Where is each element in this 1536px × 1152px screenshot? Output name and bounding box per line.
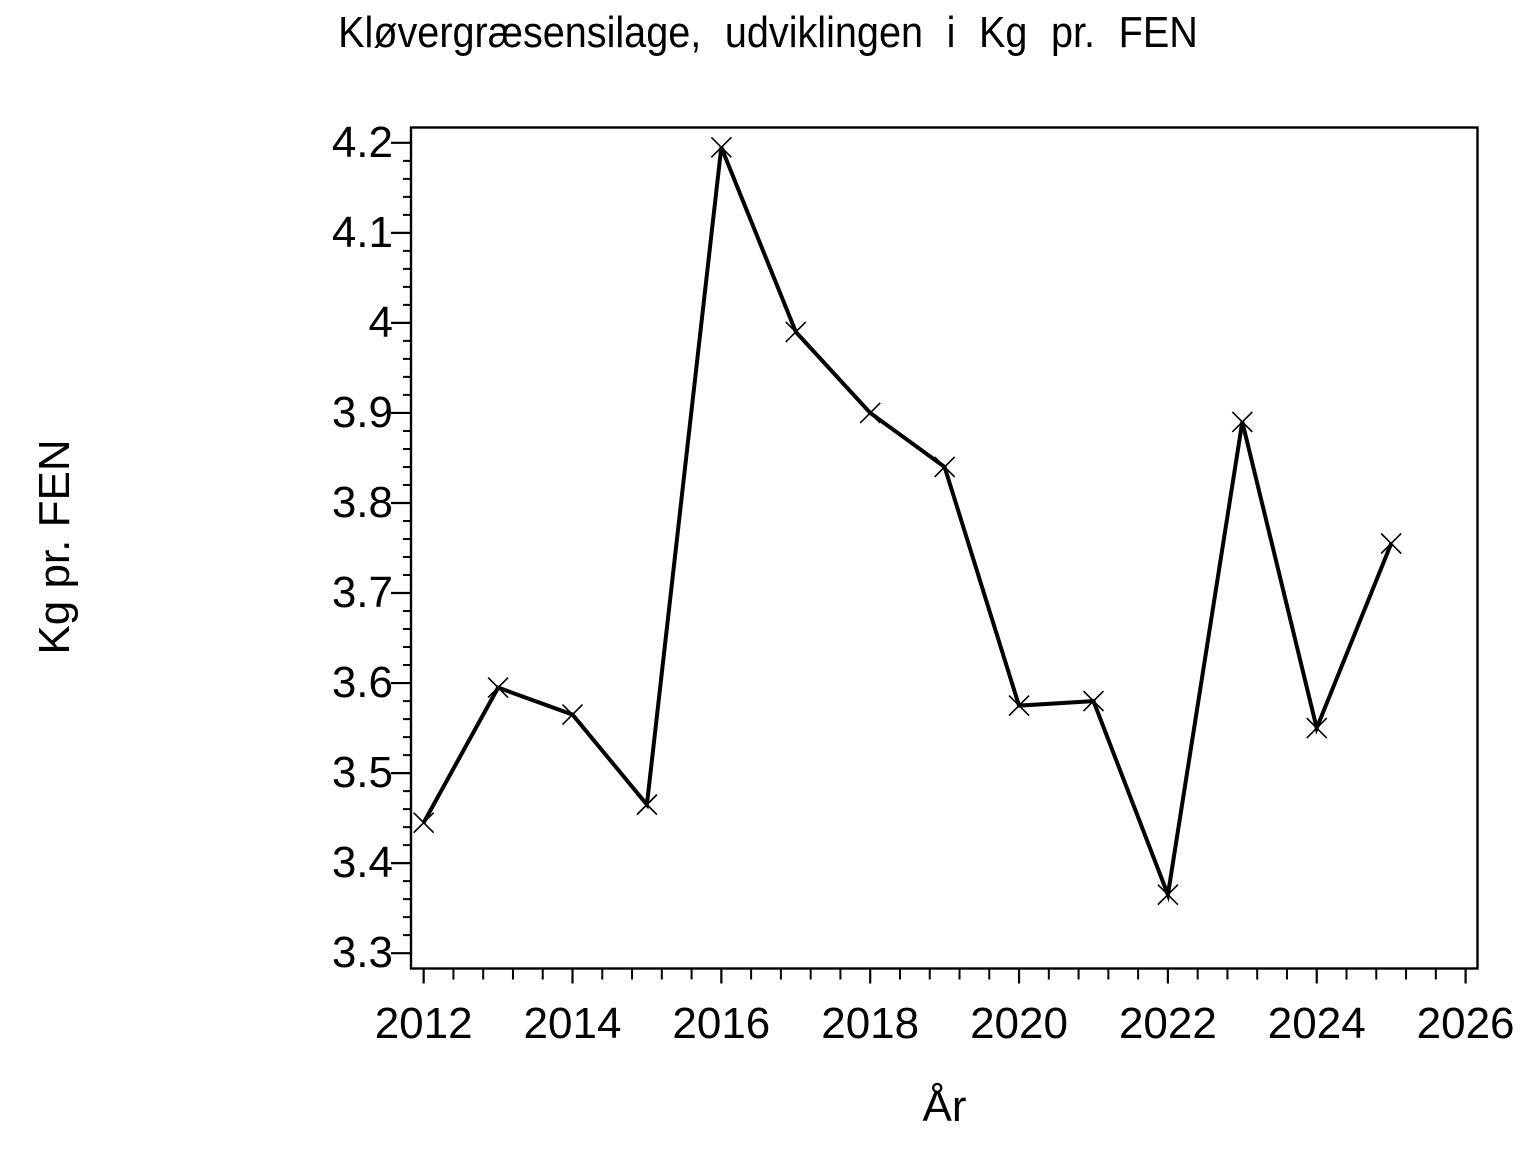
- x-tick-label: 2016: [672, 999, 771, 1048]
- y-tick-label: 4.2: [331, 117, 393, 167]
- y-tick-label: 3.8: [331, 477, 393, 527]
- y-tick-label: 3.7: [331, 568, 393, 618]
- x-tick-label: 2012: [374, 999, 473, 1048]
- y-tick-label: 4.1: [331, 207, 393, 257]
- x-tick-label: 2014: [523, 999, 622, 1048]
- y-axis-ticks: [391, 141, 411, 955]
- x-minor-ticks: [452, 968, 1437, 980]
- x-tick-label: 2022: [1118, 999, 1217, 1048]
- y-major-ticks: [391, 141, 411, 955]
- data-point-markers: [413, 136, 1402, 906]
- y-tick-label: 3.3: [331, 928, 393, 978]
- x-tick-label: 2026: [1416, 999, 1515, 1048]
- x-axis-label: År: [922, 1082, 967, 1131]
- y-tick-label: 4: [368, 297, 393, 347]
- y-tick-label: 3.6: [331, 658, 393, 708]
- plot-frame: [409, 126, 1479, 970]
- data-series: [413, 136, 1402, 906]
- data-line: [421, 146, 1394, 903]
- x-tick-label: 2020: [970, 999, 1068, 1048]
- y-tick-label: 3.9: [331, 387, 393, 437]
- x-major-ticks: [422, 968, 1467, 984]
- x-tick-label: 2018: [821, 999, 920, 1048]
- chart-title: Kløvergræsensilage, udviklingen i Kg pr.…: [338, 8, 1198, 57]
- x-axis-ticks: [422, 968, 1467, 984]
- y-tick-label: 3.5: [331, 748, 393, 798]
- x-tick-label: 2024: [1267, 999, 1366, 1048]
- y-tick-label: 3.4: [331, 838, 393, 888]
- y-minor-ticks: [403, 159, 411, 937]
